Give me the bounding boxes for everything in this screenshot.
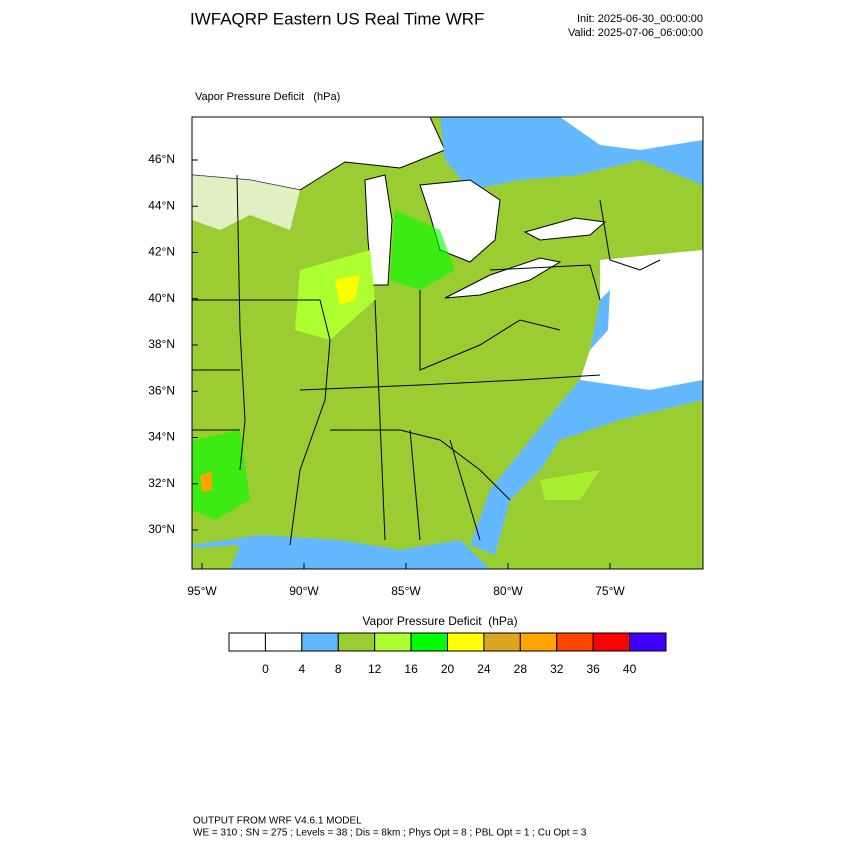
colorbar-box xyxy=(301,632,339,652)
state-borders xyxy=(192,174,661,546)
map-frame xyxy=(191,116,704,570)
colorbar-box xyxy=(483,632,521,652)
init-time: Init: 2025-06-30_00:00:00 xyxy=(577,13,703,25)
colorbar-tick-label: 24 xyxy=(477,662,491,676)
lon-label: 80°W xyxy=(493,584,523,598)
colorbar-title: Vapor Pressure Deficit (hPa) xyxy=(362,614,517,628)
lake-ontario xyxy=(523,217,607,241)
colorbar-box xyxy=(264,632,303,652)
gulf-patch xyxy=(192,545,240,569)
colorbar-tick-label: 40 xyxy=(623,662,637,676)
dry-patch xyxy=(192,175,300,230)
colorbar-tick-label: 16 xyxy=(404,662,418,676)
lat-label: 38°N xyxy=(148,337,175,351)
colorbar-tick-label: 20 xyxy=(441,662,455,676)
texas-patch xyxy=(192,430,250,520)
lon-label: 95°W xyxy=(187,584,217,598)
michigan-patch xyxy=(390,210,455,290)
colorbar-tick-label: 32 xyxy=(550,662,564,676)
gulf xyxy=(192,535,490,569)
colorbar: 0 4 8 12 16 20 24 28 32 36 40 xyxy=(228,632,667,676)
coastal-band xyxy=(590,290,610,350)
coastal-humid xyxy=(470,380,703,555)
title: IWFAQRP Eastern US Real Time WRF xyxy=(190,9,484,28)
colorbar-tick-label: 8 xyxy=(335,662,342,676)
colorbar-tick-label: 4 xyxy=(298,662,305,676)
colorbar-box xyxy=(629,632,667,652)
colorbar-box xyxy=(374,632,412,652)
illinois-peak xyxy=(335,275,360,305)
colorbar-box xyxy=(592,632,631,652)
colorbar-tick-label: 36 xyxy=(586,662,600,676)
colorbar-box xyxy=(337,632,376,652)
lon-label: 90°W xyxy=(289,584,319,598)
lat-label: 36°N xyxy=(148,383,175,397)
lat-label: 40°N xyxy=(148,291,175,305)
canada-white xyxy=(560,117,703,150)
colorbar-box xyxy=(556,632,594,652)
colorbar-tick-label: 12 xyxy=(368,662,382,676)
colorbar-tick-label: 0 xyxy=(262,662,269,676)
footer-line: WE = 310 ; SN = 275 ; Levels = 38 ; Dis … xyxy=(193,828,587,839)
ocean-patch xyxy=(540,470,600,500)
lon-label: 85°W xyxy=(391,584,421,598)
map-label: Vapor Pressure Deficit (hPa) xyxy=(195,91,340,103)
lake-michigan xyxy=(364,174,393,286)
valid-time: Valid: 2025-07-06_06:00:00 xyxy=(568,27,703,39)
colorbar-box xyxy=(228,632,266,652)
map xyxy=(191,116,704,570)
atlantic-north xyxy=(580,250,703,410)
map-axes: 46°N 44°N 42°N 40°N 38°N 36°N 34°N 32°N 30°N 95°W… xyxy=(148,152,625,598)
lat-label: 30°N xyxy=(148,522,175,536)
lat-label: 32°N xyxy=(148,476,175,490)
colorbar-box xyxy=(519,632,558,652)
lat-label: 34°N xyxy=(148,430,175,444)
colorbar-box xyxy=(410,632,449,652)
footer-line: OUTPUT FROM WRF V4.6.1 MODEL xyxy=(193,816,362,827)
lat-label: 42°N xyxy=(148,245,175,259)
illinois-patch xyxy=(295,250,375,340)
colorbar-box xyxy=(447,632,485,652)
texas-peak xyxy=(200,472,212,492)
lat-label: 44°N xyxy=(148,198,175,212)
lat-label: 46°N xyxy=(148,152,175,166)
colorbar-tick-label: 28 xyxy=(514,662,528,676)
lon-label: 75°W xyxy=(595,584,625,598)
